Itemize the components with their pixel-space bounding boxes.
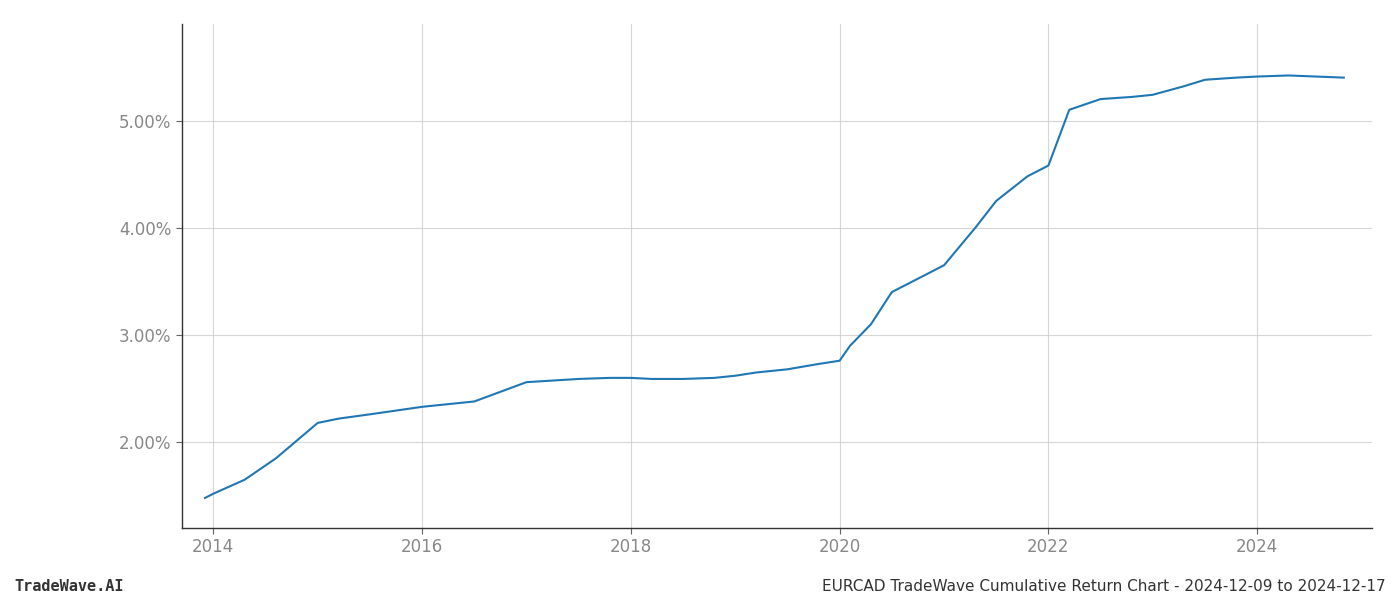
- Text: EURCAD TradeWave Cumulative Return Chart - 2024-12-09 to 2024-12-17: EURCAD TradeWave Cumulative Return Chart…: [822, 579, 1386, 594]
- Text: TradeWave.AI: TradeWave.AI: [14, 579, 123, 594]
